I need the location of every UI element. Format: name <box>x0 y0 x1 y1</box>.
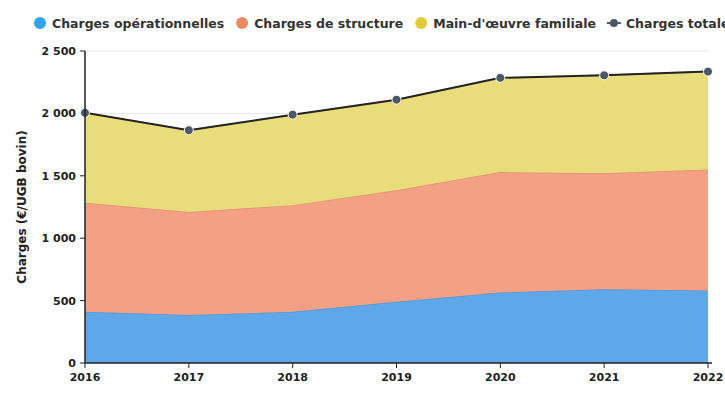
tick-label: 500 <box>53 295 76 308</box>
tick-mark <box>396 363 397 368</box>
tick-mark <box>500 363 501 368</box>
tick-label: 2019 <box>381 371 412 384</box>
grid-line <box>85 51 708 52</box>
tick-label: 1 500 <box>42 170 77 183</box>
marker <box>496 73 505 82</box>
legend-item: Charges de structure <box>236 16 403 31</box>
marker <box>704 67 713 76</box>
legend-label: Charges totales <box>626 16 725 31</box>
marker <box>392 95 401 104</box>
tick-label: 2017 <box>174 371 205 384</box>
axis-label: Charges (€/UGB bovin) <box>15 130 29 283</box>
tick-label: 2020 <box>485 371 516 384</box>
line <box>85 72 708 131</box>
tick-label: 2 000 <box>42 107 77 120</box>
tick-label: 2022 <box>693 371 724 384</box>
area-edge <box>85 72 708 131</box>
legend-marker <box>236 17 248 29</box>
x-axis <box>85 362 712 364</box>
tick-mark <box>604 363 605 368</box>
area <box>85 72 708 212</box>
tick-mark <box>188 363 189 368</box>
tick-label: 0 <box>68 357 76 370</box>
marker <box>600 71 609 80</box>
legend-item: Charges totales <box>607 16 725 31</box>
tick-label: 2 500 <box>42 45 77 58</box>
y-axis <box>84 51 86 363</box>
tick-label: 2021 <box>589 371 620 384</box>
legend-label: Charges de structure <box>254 16 403 31</box>
tick-label: 2018 <box>277 371 308 384</box>
tick-label: 1 000 <box>42 232 77 245</box>
legend-item: Charges opérationnelles <box>34 16 224 31</box>
legend-item: Main-d'œuvre familiale <box>415 16 596 31</box>
chart: 0 500 1 000 1 500 2 000 2 500 2016 2017 2018 2019… <box>0 0 725 400</box>
legend-label: Charges opérationnelles <box>52 16 224 31</box>
legend-marker <box>415 17 427 29</box>
legend-marker <box>610 19 618 27</box>
plot-area <box>85 72 708 363</box>
tick-label: 2016 <box>70 371 101 384</box>
legend-label: Main-d'œuvre familiale <box>433 16 596 31</box>
marker <box>184 126 193 135</box>
tick-mark <box>85 363 86 368</box>
legend-marker <box>34 17 46 29</box>
marker <box>288 110 297 119</box>
tick-mark <box>292 363 293 368</box>
tick-mark <box>708 363 709 368</box>
